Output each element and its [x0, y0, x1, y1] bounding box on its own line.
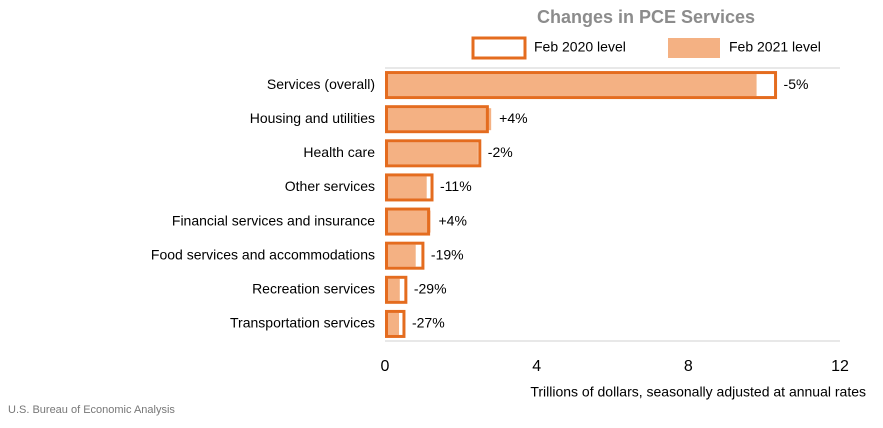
bar	[386, 176, 427, 199]
y-tick-label: Services (overall)	[267, 76, 375, 92]
bar	[386, 278, 400, 301]
y-tick-label: Food services and accommodations	[151, 246, 375, 262]
x-tick-label: 4	[532, 358, 541, 375]
change-label: -11%	[440, 178, 472, 194]
change-label: +4%	[439, 212, 467, 228]
change-label: -2%	[488, 144, 513, 160]
bar-outline	[385, 241, 425, 270]
x-axis-label: Trillions of dollars, seasonally adjuste…	[530, 384, 866, 400]
change-label: -29%	[414, 281, 447, 297]
bar-outline	[385, 173, 434, 202]
bar	[386, 312, 400, 335]
legend-swatch	[668, 38, 720, 58]
legend-swatch	[471, 36, 527, 60]
bar-outline	[385, 309, 406, 338]
y-tick-label: Transportation services	[230, 315, 375, 331]
bar-outline	[385, 105, 489, 134]
change-label: -5%	[784, 76, 809, 92]
x-tick-label: 12	[831, 358, 849, 375]
y-tick-label: Recreation services	[252, 281, 375, 297]
x-tick-label: 8	[684, 358, 693, 375]
bar-outline	[385, 139, 482, 168]
chart-title: Changes in PCE Services	[537, 7, 755, 27]
legend-label: Feb 2021 level	[729, 39, 821, 55]
bar-outline	[385, 71, 778, 100]
bar	[386, 210, 431, 233]
legend-label: Feb 2020 level	[534, 39, 626, 55]
bar	[386, 142, 478, 165]
x-tick-label: 0	[381, 358, 390, 375]
change-label: -19%	[431, 246, 464, 262]
y-tick-label: Financial services and insurance	[172, 212, 375, 228]
bar-outline	[385, 275, 408, 304]
bar-outline	[385, 207, 431, 236]
bar	[386, 74, 757, 97]
bar	[386, 108, 492, 131]
change-label: +4%	[499, 110, 527, 126]
change-label: -27%	[412, 315, 445, 331]
bar	[386, 244, 416, 267]
y-tick-label: Health care	[303, 144, 375, 160]
source: U.S. Bureau of Economic Analysis	[8, 404, 175, 416]
y-tick-label: Housing and utilities	[250, 110, 375, 126]
y-tick-label: Other services	[285, 178, 375, 194]
